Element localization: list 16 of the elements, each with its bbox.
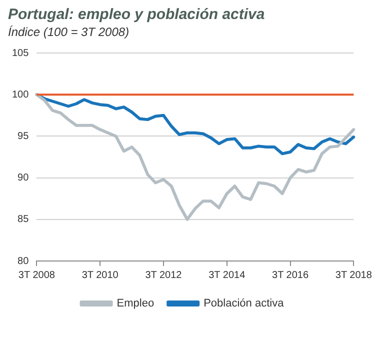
y-tick-label: 80 [18,256,30,267]
x-tick-label: 3T 2018 [335,270,372,281]
legend-label: Empleo [116,298,154,310]
y-tick-label: 95 [18,130,30,142]
x-tick-label: 3T 2010 [82,270,119,281]
x-tick-label: 3T 2012 [145,270,182,281]
x-tick-label: 3T 2008 [18,270,56,281]
legend-label: Población activa [204,298,285,310]
y-tick-label: 100 [12,89,30,100]
y-tick-label: 85 [18,214,30,226]
y-tick-label: 105 [12,48,30,59]
x-tick-label: 3T 2016 [272,270,309,281]
x-tick-label: 3T 2014 [208,270,246,281]
y-tick-label: 90 [18,172,30,184]
chart-subtitle: Índice (100 = 3T 2008) [8,25,130,39]
chart-title: Portugal: empleo y población activa [8,6,266,23]
